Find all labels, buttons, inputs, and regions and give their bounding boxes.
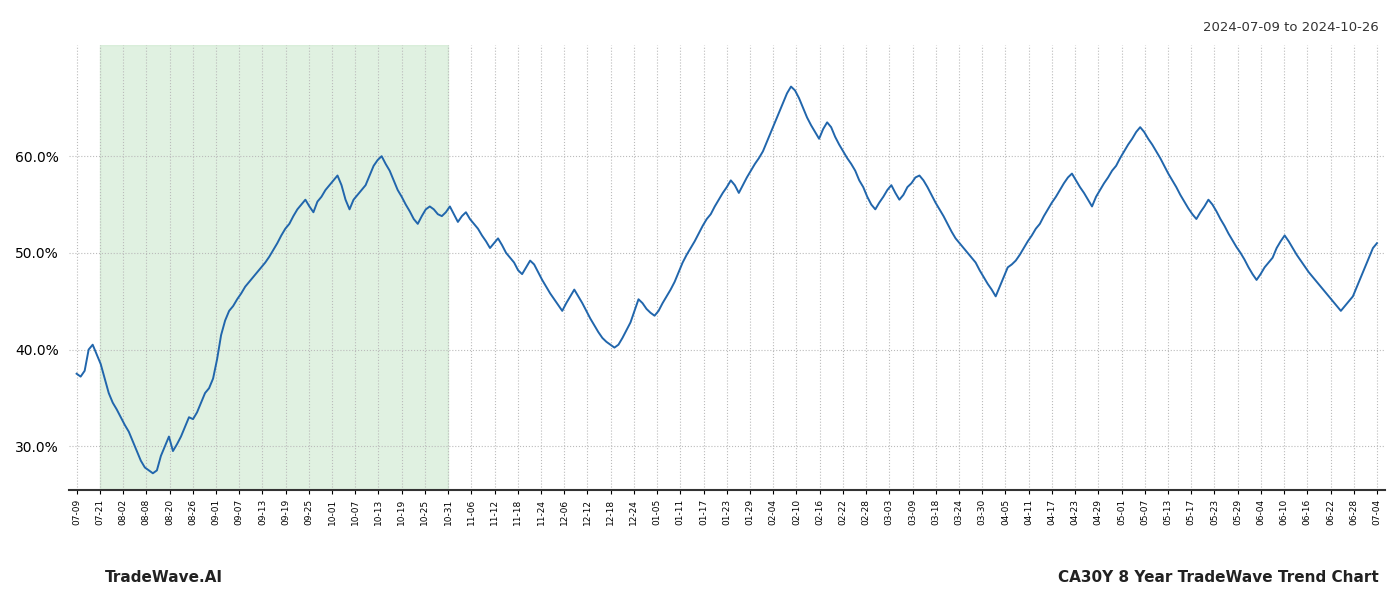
Bar (99, 45, 448, 490)
Text: CA30Y 8 Year TradeWave Trend Chart: CA30Y 8 Year TradeWave Trend Chart (1058, 570, 1379, 585)
Text: 2024-07-09 to 2024-10-26: 2024-07-09 to 2024-10-26 (1203, 21, 1379, 34)
Text: TradeWave.AI: TradeWave.AI (105, 570, 223, 585)
